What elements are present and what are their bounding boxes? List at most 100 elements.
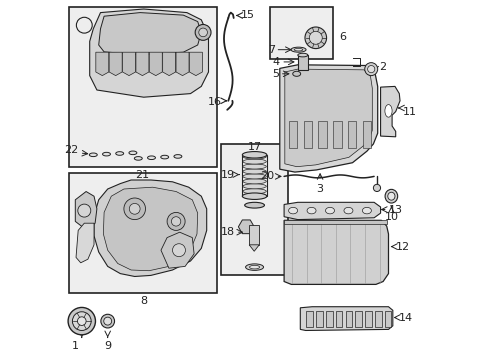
Polygon shape — [284, 202, 380, 220]
Polygon shape — [94, 180, 206, 276]
Text: 13: 13 — [387, 204, 402, 215]
Circle shape — [309, 31, 322, 44]
Bar — [284, 220, 386, 224]
Bar — [362, 121, 370, 148]
Ellipse shape — [243, 159, 266, 164]
Ellipse shape — [384, 189, 397, 203]
Circle shape — [305, 27, 326, 49]
Circle shape — [367, 66, 374, 73]
Text: 6: 6 — [338, 32, 345, 42]
Circle shape — [129, 203, 140, 214]
Circle shape — [171, 217, 181, 226]
Ellipse shape — [290, 47, 305, 52]
Polygon shape — [284, 69, 371, 167]
Text: 14: 14 — [399, 312, 412, 323]
Circle shape — [199, 28, 207, 37]
Polygon shape — [279, 65, 377, 172]
Circle shape — [68, 307, 95, 335]
Ellipse shape — [245, 264, 263, 270]
Bar — [347, 121, 356, 148]
Polygon shape — [300, 307, 392, 330]
Text: 2: 2 — [379, 62, 386, 72]
Polygon shape — [238, 220, 254, 234]
Polygon shape — [103, 187, 197, 271]
Ellipse shape — [343, 207, 352, 214]
Ellipse shape — [244, 202, 264, 208]
Polygon shape — [89, 9, 208, 97]
Circle shape — [167, 212, 185, 230]
Ellipse shape — [242, 152, 266, 158]
Ellipse shape — [306, 207, 315, 214]
Circle shape — [373, 184, 380, 192]
Ellipse shape — [288, 207, 297, 214]
Bar — [297, 55, 307, 70]
Polygon shape — [76, 223, 94, 263]
Bar — [69, 7, 217, 167]
Ellipse shape — [147, 156, 155, 159]
Ellipse shape — [294, 49, 302, 51]
Bar — [365, 311, 371, 327]
Text: 15: 15 — [241, 10, 254, 21]
Ellipse shape — [134, 157, 142, 160]
Ellipse shape — [243, 169, 266, 174]
Circle shape — [195, 24, 211, 40]
Bar — [332, 121, 341, 148]
Text: 7: 7 — [267, 45, 274, 55]
Polygon shape — [163, 52, 175, 76]
Polygon shape — [176, 52, 189, 76]
Bar — [288, 121, 297, 148]
Ellipse shape — [129, 151, 137, 155]
Ellipse shape — [242, 193, 266, 199]
Polygon shape — [149, 52, 162, 76]
Ellipse shape — [243, 189, 266, 194]
Polygon shape — [122, 52, 135, 76]
Circle shape — [77, 317, 86, 325]
Text: 12: 12 — [395, 242, 409, 252]
Ellipse shape — [384, 104, 391, 117]
Bar — [316, 311, 322, 327]
Text: 21: 21 — [135, 170, 149, 180]
Polygon shape — [284, 220, 387, 284]
Text: 20: 20 — [260, 171, 274, 181]
Text: 17: 17 — [247, 142, 261, 152]
Polygon shape — [75, 192, 97, 230]
Text: 4: 4 — [272, 57, 279, 67]
Polygon shape — [161, 232, 194, 268]
Bar — [303, 121, 311, 148]
Bar — [270, 7, 333, 59]
Polygon shape — [249, 245, 259, 251]
Ellipse shape — [101, 314, 114, 328]
Text: 22: 22 — [64, 145, 78, 155]
Text: 8: 8 — [140, 296, 147, 306]
Ellipse shape — [362, 207, 371, 214]
Bar — [384, 311, 390, 327]
Text: 19: 19 — [221, 170, 235, 180]
Ellipse shape — [243, 194, 266, 199]
Ellipse shape — [103, 317, 111, 325]
Ellipse shape — [249, 265, 259, 269]
Ellipse shape — [89, 153, 97, 157]
Text: 18: 18 — [221, 227, 235, 237]
Bar — [325, 311, 332, 327]
Bar — [249, 225, 259, 245]
Polygon shape — [96, 52, 108, 76]
Text: 3: 3 — [316, 184, 323, 194]
Bar — [306, 311, 312, 327]
Bar — [242, 155, 266, 196]
Bar — [355, 311, 361, 327]
Text: 5: 5 — [271, 69, 278, 79]
Text: 9: 9 — [104, 341, 111, 351]
Bar — [69, 173, 217, 293]
Ellipse shape — [243, 164, 266, 169]
Ellipse shape — [243, 154, 266, 159]
Text: 10: 10 — [384, 212, 398, 222]
Ellipse shape — [243, 174, 266, 179]
Text: 11: 11 — [402, 107, 416, 117]
Text: 1: 1 — [72, 341, 79, 351]
Text: 16: 16 — [207, 96, 221, 107]
Ellipse shape — [243, 184, 266, 189]
Ellipse shape — [292, 71, 300, 76]
Polygon shape — [189, 52, 202, 76]
Circle shape — [364, 63, 377, 76]
Ellipse shape — [116, 152, 123, 155]
